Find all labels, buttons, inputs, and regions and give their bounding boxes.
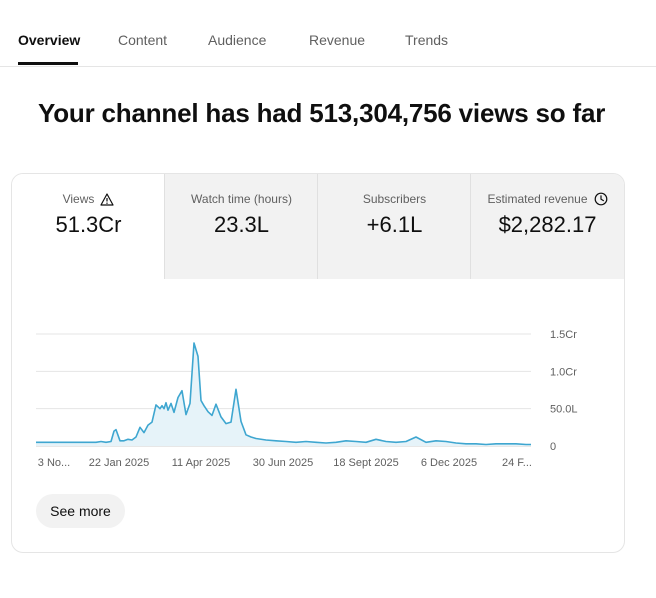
metric-watch-time[interactable]: Watch time (hours) 23.3L xyxy=(165,174,318,279)
active-tab-indicator xyxy=(18,62,78,65)
warning-triangle-icon[interactable] xyxy=(100,192,114,206)
x-tick-label: 6 Dec 2025 xyxy=(421,457,477,469)
y-tick-label: 50.0L xyxy=(550,404,578,416)
x-tick-label: 11 Apr 2025 xyxy=(172,457,231,469)
metric-value: 51.3Cr xyxy=(55,212,122,237)
views-series-line xyxy=(36,342,531,446)
clock-icon[interactable] xyxy=(594,192,608,206)
metric-divider xyxy=(317,174,318,279)
metric-label-row: Estimated revenue xyxy=(471,192,624,206)
metric-value: $2,282.17 xyxy=(498,212,597,237)
y-tick-label: 1.0Cr xyxy=(550,366,577,378)
y-tick-label: 1.5Cr xyxy=(550,329,577,341)
metric-divider xyxy=(164,174,165,279)
metric-label: Subscribers xyxy=(362,192,427,206)
metric-label-row: Subscribers xyxy=(318,192,471,206)
x-tick-label: 18 Sept 2025 xyxy=(333,457,398,469)
see-more-button[interactable]: See more xyxy=(36,494,125,528)
metric-subscribers[interactable]: Subscribers +6.1L xyxy=(318,174,471,279)
metric-label: Estimated revenue xyxy=(487,192,588,206)
analytics-card: Views 51.3Cr Watch time (hours) 23.3L Su… xyxy=(11,173,625,553)
views-chart-svg: 0 50.0L 1.0Cr 1.5Cr 3 No... 22 Jan 2025 11 Ap… xyxy=(36,329,578,469)
x-tick-label: 22 Jan 2025 xyxy=(89,457,150,469)
page-headline: Your channel has had 513,304,756 views s… xyxy=(38,98,606,128)
metric-estimated-revenue[interactable]: Estimated revenue $2,282.17 xyxy=(471,174,624,279)
metric-views[interactable]: Views 51.3Cr xyxy=(12,174,165,279)
tab-bar: Overview Content Audience Revenue Trends xyxy=(0,0,656,67)
x-tick-label: 3 No... xyxy=(38,457,70,469)
tab-overview[interactable]: Overview xyxy=(18,32,81,48)
metric-divider xyxy=(470,174,471,279)
x-tick-label: 24 F... xyxy=(502,457,532,469)
metric-value: 23.3L xyxy=(213,212,270,237)
metric-label-row: Views xyxy=(12,192,165,206)
y-tick-label: 0 xyxy=(550,441,556,453)
x-tick-label: 30 Jun 2025 xyxy=(253,457,314,469)
metric-label-row: Watch time (hours) xyxy=(165,192,318,206)
tab-revenue[interactable]: Revenue xyxy=(309,32,366,48)
metric-label: Views xyxy=(62,192,95,206)
metric-value: +6.1L xyxy=(366,212,423,237)
tab-audience[interactable]: Audience xyxy=(208,32,267,48)
tab-content[interactable]: Content xyxy=(118,32,168,48)
tab-trends[interactable]: Trends xyxy=(405,32,449,48)
views-area-fill xyxy=(36,343,531,446)
metric-tabs: Views 51.3Cr Watch time (hours) 23.3L Su… xyxy=(12,174,624,279)
metric-label: Watch time (hours) xyxy=(191,192,292,206)
views-chart: 0 50.0L 1.0Cr 1.5Cr 3 No... 22 Jan 2025 11 Ap… xyxy=(12,279,624,479)
